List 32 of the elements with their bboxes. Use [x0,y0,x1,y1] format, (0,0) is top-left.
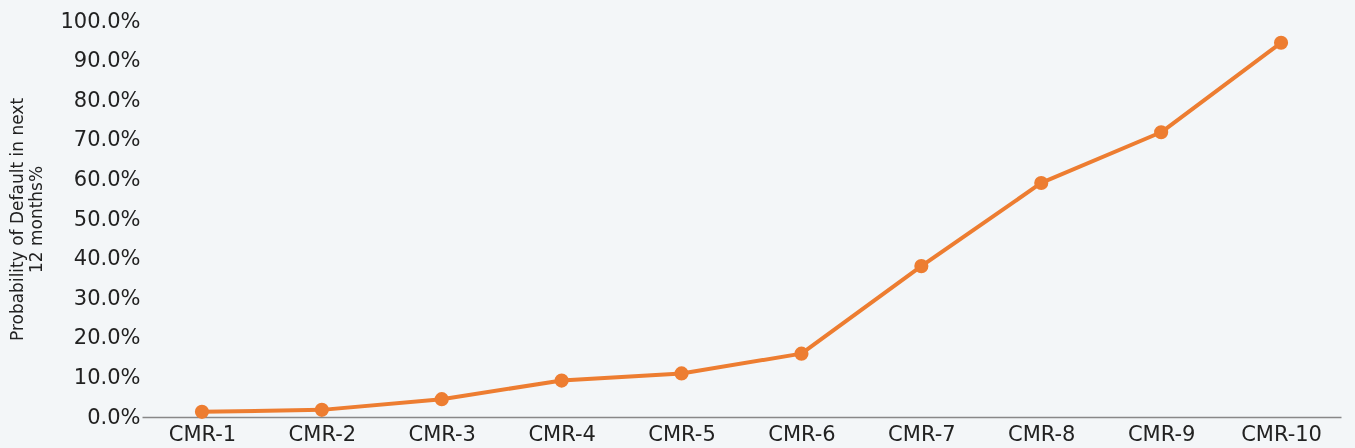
point [314,402,329,417]
x-tick-label: CMR-8 [1008,421,1076,446]
y-tick-label: 70.0% [73,127,141,152]
y-tick-label: 40.0% [73,246,141,271]
y-axis-title: Probability of Default in next 12 months% [7,97,47,342]
x-tick-label: CMR-2 [288,421,357,446]
x-tick-label: CMR-3 [408,421,476,446]
x-tick-label: CMR-9 [1127,421,1196,446]
y-tick-label: 30.0% [73,285,141,310]
y-tick-label: 90.0% [73,48,141,73]
point [1273,35,1289,50]
x-tick-label: CMR-1 [168,421,237,446]
point [194,404,210,419]
y-tick-label: 60.0% [73,166,141,191]
y-tick-label: 80.0% [73,87,141,112]
point [914,259,929,274]
y-tick-label: 100.0% [60,8,141,33]
y-tick-label: 0.0% [87,404,141,429]
point [554,373,569,388]
y-tick-label: 10.0% [73,364,141,389]
point [794,346,809,361]
x-tick-label: CMR-4 [528,421,596,446]
point [674,366,689,381]
point [1034,175,1049,191]
point [1154,125,1169,140]
x-tick-label: CMR-7 [888,421,956,446]
y-tick-label: 50.0% [73,206,141,231]
y-tick-label: 20.0% [73,325,141,350]
x-tick-label: CMR-10 [1241,421,1322,446]
x-tick-label: CMR-5 [648,421,716,446]
x-tick-label: CMR-6 [768,421,836,446]
point [434,392,449,407]
